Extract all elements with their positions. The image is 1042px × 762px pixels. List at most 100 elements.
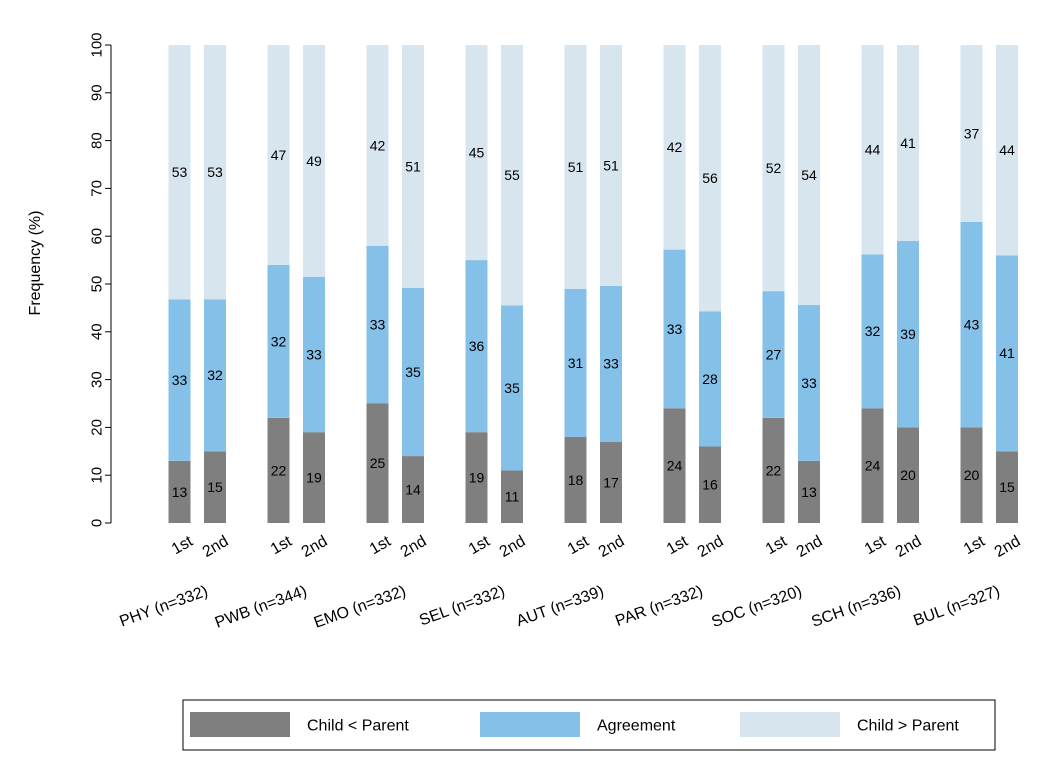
bar-value-label: 33: [306, 346, 322, 362]
legend-label: Agreement: [597, 718, 676, 735]
bar-segment: [996, 255, 1018, 452]
bar-value-label: 35: [504, 380, 520, 396]
bar-value-label: 13: [801, 484, 817, 500]
bar-segment: [168, 460, 191, 523]
bar-value-label: 36: [469, 338, 485, 354]
bar-segment: [699, 45, 721, 312]
bar-segment: [600, 441, 622, 523]
y-axis: 0 10 20 30 40 50 60 70 80 90 100: [88, 32, 112, 527]
bar-segment: [960, 221, 983, 428]
legend-swatch: [480, 712, 580, 737]
bar-segment: [897, 45, 919, 241]
y-tick-label: 20: [88, 419, 105, 436]
bar-segment: [267, 264, 290, 418]
bar-segment: [699, 446, 721, 523]
bar-value-label: 19: [306, 469, 322, 485]
y-tick-label: 100: [88, 32, 105, 57]
bar-value-label: 32: [207, 367, 223, 383]
bar-value-label: 17: [603, 474, 619, 490]
bar-value-label: 19: [469, 469, 485, 485]
bar-segment: [897, 240, 919, 428]
bar-value-label: 33: [603, 356, 619, 372]
bar-segment: [501, 470, 523, 523]
bar-value-label: 24: [667, 458, 683, 474]
bar-value-label: 32: [271, 333, 287, 349]
bar-value-label: 20: [900, 467, 916, 483]
bar-segment: [402, 287, 424, 457]
bar-segment: [762, 417, 785, 523]
bar-value-label: 33: [801, 375, 817, 391]
bar-value-label: 15: [999, 479, 1015, 495]
bar-segment: [564, 45, 587, 289]
bar-value-label: 44: [865, 142, 881, 158]
bar-segment: [762, 291, 785, 418]
bar-value-label: 41: [999, 345, 1015, 361]
bar-segment: [303, 276, 325, 433]
bar-segment: [960, 45, 983, 222]
bar-value-label: 42: [370, 137, 386, 153]
bar-segment: [465, 45, 488, 261]
bar-segment: [798, 45, 820, 306]
bar-value-label: 27: [766, 346, 782, 362]
bar-segment: [465, 260, 488, 433]
y-tick-label: 70: [88, 180, 105, 197]
bar-value-label: 53: [207, 164, 223, 180]
y-tick-label: 0: [88, 519, 105, 527]
bar-segment: [663, 249, 686, 409]
bar-segment: [600, 285, 622, 442]
bar-value-label: 45: [469, 144, 485, 160]
bar-segment: [501, 45, 523, 306]
bar-value-label: 28: [702, 371, 718, 387]
bar-value-label: 16: [702, 477, 718, 493]
bar-segment: [564, 436, 587, 523]
bar-segment: [996, 45, 1018, 256]
bar-value-label: 32: [865, 323, 881, 339]
y-tick-label: 60: [88, 228, 105, 245]
bar-value-label: 43: [964, 317, 980, 333]
bars: 13 33 53 15 32 53 22 32 47 19 33 49 25 33 42 14 35 51 19 36…: [168, 45, 1018, 523]
bar-segment: [798, 460, 820, 523]
bar-value-label: 13: [172, 484, 188, 500]
bar-value-label: 44: [999, 142, 1015, 158]
bar-value-label: 22: [271, 462, 287, 478]
bar-value-label: 51: [405, 158, 421, 174]
bar-segment: [204, 299, 226, 452]
bar-segment: [762, 45, 785, 292]
bar-segment: [204, 451, 226, 523]
legend-swatch: [190, 712, 290, 737]
bar-value-label: 47: [271, 147, 287, 163]
bar-value-label: 54: [801, 167, 817, 183]
y-tick-label: 40: [88, 323, 105, 340]
bar-segment: [861, 254, 884, 409]
bar-value-label: 51: [603, 157, 619, 173]
bar-segment: [861, 45, 884, 255]
bar-segment: [402, 456, 424, 523]
bar-segment: [663, 45, 686, 250]
bar-segment: [960, 427, 983, 523]
bar-value-label: 25: [370, 455, 386, 471]
y-tick-label: 50: [88, 276, 105, 293]
bar-value-label: 51: [568, 159, 584, 175]
legend-swatch: [740, 712, 840, 737]
bar-value-label: 37: [964, 125, 980, 141]
bar-segment: [798, 305, 820, 461]
bar-segment: [465, 432, 488, 523]
bar-value-label: 56: [702, 170, 718, 186]
bar-value-label: 31: [568, 355, 584, 371]
bar-segment: [600, 45, 622, 286]
bar-value-label: 14: [405, 481, 421, 497]
y-tick-label: 10: [88, 467, 105, 484]
bar-segment: [897, 427, 919, 523]
bar-segment: [204, 45, 226, 300]
bar-value-label: 33: [172, 372, 188, 388]
bar-value-label: 24: [865, 458, 881, 474]
bar-segment: [699, 311, 721, 447]
y-tick-label: 80: [88, 132, 105, 149]
bar-segment: [996, 451, 1018, 523]
bar-value-label: 42: [667, 139, 683, 155]
bar-segment: [564, 288, 587, 437]
bar-segment: [501, 305, 523, 471]
bar-segment: [303, 432, 325, 523]
bar-segment: [303, 45, 325, 277]
